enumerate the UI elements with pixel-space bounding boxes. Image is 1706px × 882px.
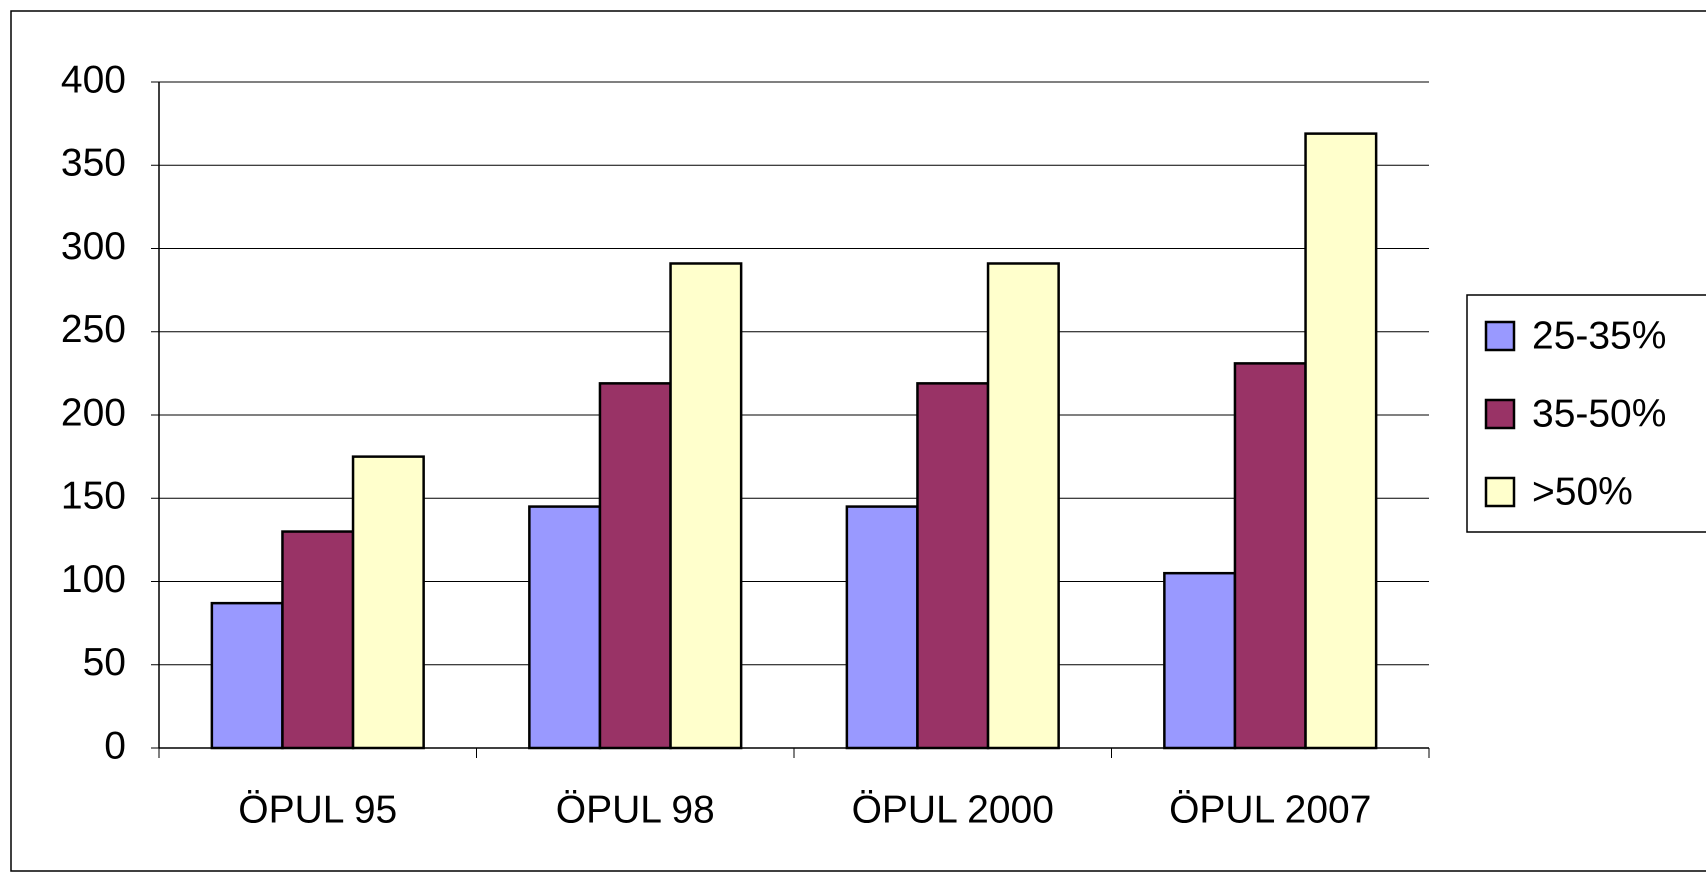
bar — [1233, 362, 1307, 750]
bar — [598, 382, 672, 750]
chart-border — [10, 10, 1706, 872]
x-tick-label: ÖPUL 95 — [238, 788, 397, 831]
y-tick-label: 50 — [83, 641, 126, 684]
y-tick-label: 200 — [61, 391, 126, 434]
bar — [986, 262, 1060, 750]
bar — [528, 505, 602, 750]
legend-swatch — [1484, 320, 1516, 352]
legend-swatch — [1484, 398, 1516, 430]
bar — [845, 505, 919, 750]
legend-label: 25-35% — [1532, 314, 1666, 357]
bar — [210, 601, 284, 750]
x-tick-label: ÖPUL 98 — [556, 788, 715, 831]
y-tick-label: 100 — [61, 558, 126, 601]
bar — [281, 530, 355, 750]
bar — [1304, 132, 1378, 750]
y-tick-label: 300 — [61, 225, 126, 268]
y-tick-label: 350 — [61, 142, 126, 185]
bar — [351, 455, 425, 750]
legend-swatch — [1484, 476, 1516, 508]
legend-label: >50% — [1532, 470, 1633, 513]
y-tick-label: 400 — [61, 58, 126, 101]
x-tick-label: ÖPUL 2007 — [1169, 788, 1371, 831]
y-tick-label: 150 — [61, 475, 126, 518]
y-tick-label: 0 — [104, 724, 126, 767]
x-tick-label: ÖPUL 2000 — [852, 788, 1054, 831]
bar — [916, 382, 990, 750]
y-tick-label: 250 — [61, 308, 126, 351]
bar — [1163, 571, 1237, 750]
legend-label: 35-50% — [1532, 392, 1666, 435]
bar — [669, 262, 743, 750]
